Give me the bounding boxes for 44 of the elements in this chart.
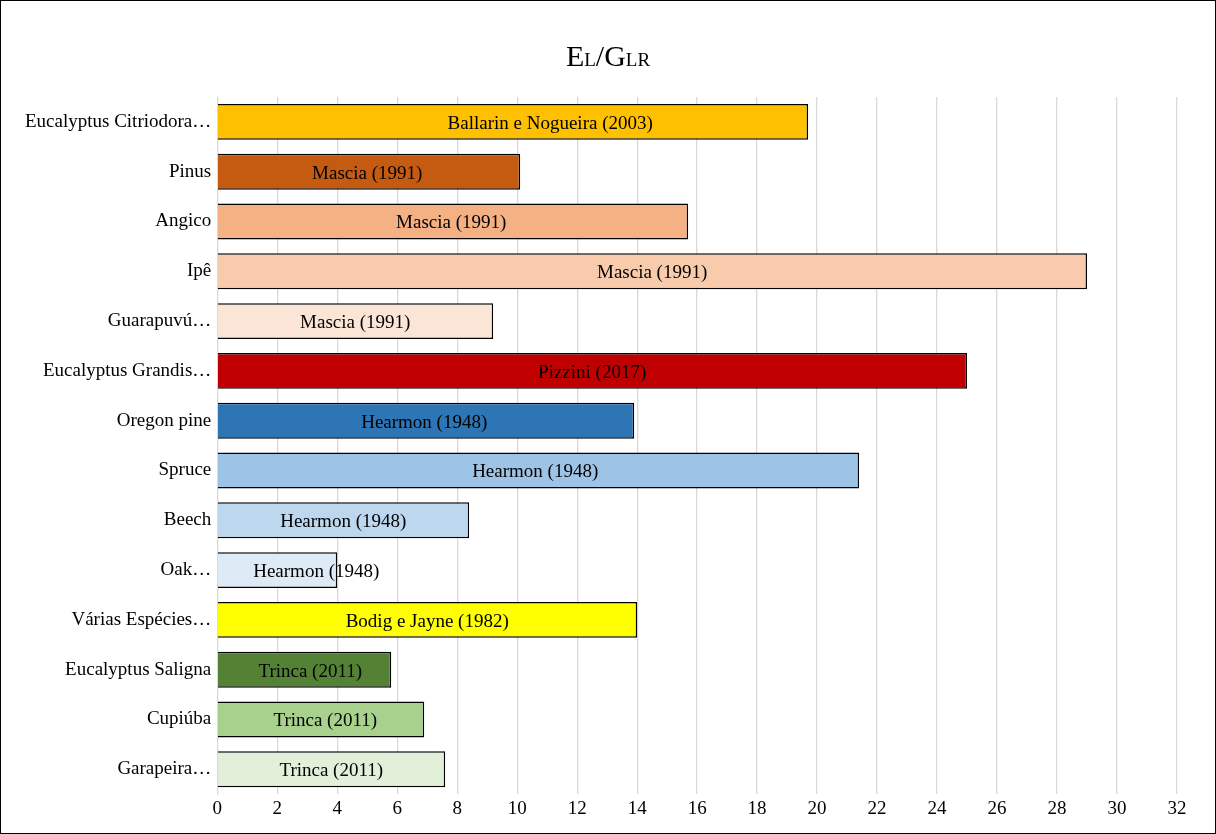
annotation: Hearmon (1948) bbox=[472, 460, 599, 483]
annotation: Trinca (2011) bbox=[279, 759, 384, 782]
annotation: Mascia (1991) bbox=[312, 161, 423, 184]
y-tick-label: Pinus bbox=[169, 159, 212, 181]
y-tick-label: Oregon pine bbox=[116, 408, 212, 430]
x-tick-label: 32 bbox=[1167, 796, 1187, 818]
x-tick-label: 0 bbox=[212, 796, 223, 818]
annotation: Mascia (1991) bbox=[396, 211, 507, 234]
x-tick-label: 16 bbox=[687, 796, 707, 818]
annotation: Mascia (1991) bbox=[300, 311, 411, 334]
y-tick-label: Ipê bbox=[187, 259, 212, 281]
x-tick-label: 30 bbox=[1107, 796, 1127, 818]
annotation: Mascia (1991) bbox=[597, 261, 708, 284]
x-tick-label: 18 bbox=[747, 796, 767, 818]
x-tick-label: 4 bbox=[332, 796, 343, 818]
x-tick-label: 24 bbox=[927, 796, 948, 818]
annotation: Trinca (2011) bbox=[273, 709, 378, 732]
y-tick-label: Eucalyptus Citriodora… bbox=[24, 109, 212, 131]
annotation: Hearmon (1948) bbox=[280, 510, 407, 533]
annotation: Bodig e Jayne (1982) bbox=[345, 609, 509, 632]
annotation: Ballarin e Nogueira (2003) bbox=[447, 111, 653, 134]
y-tick-label: Eucalyptus Saligna bbox=[65, 657, 212, 679]
x-tick-label: 20 bbox=[807, 796, 827, 818]
y-tick-label: Garapeira… bbox=[117, 757, 212, 779]
x-tick-label: 6 bbox=[392, 796, 402, 818]
x-tick-label: 8 bbox=[452, 796, 462, 818]
y-tick-label: Cupiúba bbox=[146, 707, 212, 729]
y-tick-label: Oak… bbox=[160, 558, 212, 580]
x-tick-label: 14 bbox=[627, 796, 648, 818]
y-tick-label: Beech bbox=[163, 508, 212, 530]
x-tick-label: 12 bbox=[567, 796, 587, 818]
x-tick-label: 2 bbox=[272, 796, 282, 818]
annotation: Pizzini (2017) bbox=[538, 360, 647, 383]
y-tick-label: Guarapuvú… bbox=[107, 309, 212, 331]
y-tick-label: Spruce bbox=[158, 458, 212, 480]
x-tick-label: 10 bbox=[507, 796, 527, 818]
x-tick-label: 26 bbox=[987, 796, 1007, 818]
y-tick-label: Angico bbox=[155, 209, 212, 231]
annotation: Trinca (2011) bbox=[258, 659, 363, 682]
x-tick-label: 22 bbox=[867, 796, 887, 818]
annotation: Hearmon (1948) bbox=[361, 410, 488, 433]
y-tick-label: Várias Espécies… bbox=[71, 607, 212, 629]
y-tick-label: Eucalyptus Grandis… bbox=[42, 358, 212, 380]
x-tick-label: 28 bbox=[1047, 796, 1067, 818]
